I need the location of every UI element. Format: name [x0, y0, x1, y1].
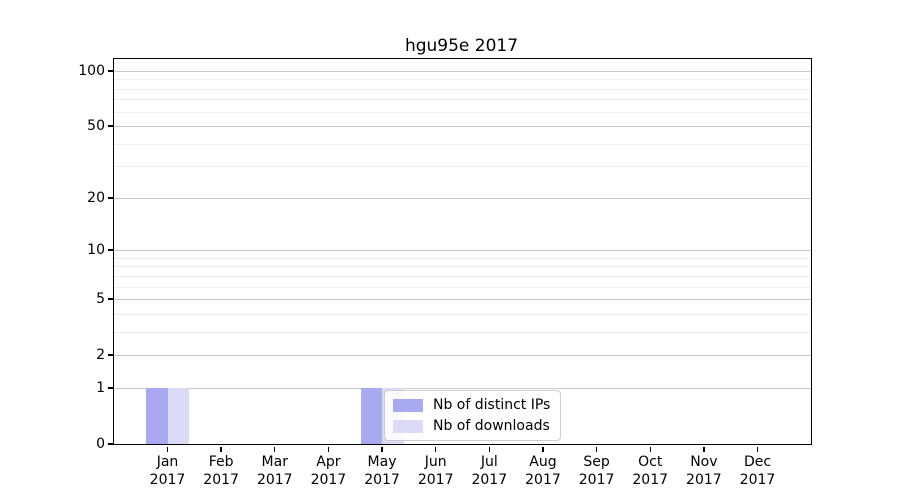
minor-gridline — [114, 331, 811, 333]
legend-swatch-distinct-ips — [393, 398, 423, 412]
x-axis-tick — [381, 447, 383, 452]
x-axis-tick — [220, 447, 222, 452]
minor-gridline — [114, 143, 811, 145]
x-axis-tick — [649, 447, 651, 452]
chart-title: hgu95e 2017 — [404, 36, 519, 56]
x-axis-tick-label: Sep 2017 — [578, 454, 615, 488]
x-axis-tick — [488, 447, 490, 452]
x-axis-tick-label: Mar 2017 — [256, 454, 293, 488]
y-axis-tick-label: 20 — [87, 189, 105, 206]
y-axis-tick-label: 1 — [96, 379, 105, 396]
x-axis-tick-label: Dec 2017 — [739, 454, 776, 488]
major-gridline — [114, 355, 811, 357]
x-axis-tick-label: Jun 2017 — [417, 454, 454, 488]
minor-gridline — [114, 286, 811, 288]
y-axis-tick — [108, 387, 113, 389]
x-axis-tick-label: Jan 2017 — [149, 454, 186, 488]
y-axis-tick-label: 5 — [96, 291, 105, 308]
major-gridline — [114, 299, 811, 301]
minor-gridline — [114, 257, 811, 259]
x-axis-tick — [542, 447, 544, 452]
major-gridline — [114, 70, 811, 72]
y-axis-tick-label: 0 — [96, 436, 105, 452]
x-axis-tick — [166, 447, 169, 452]
y-axis-tick-label: 2 — [96, 347, 105, 364]
plot-area: Nb of distinct IPs Nb of downloads 0 1 2 5 1… — [78, 58, 812, 488]
x-axis-tick — [756, 447, 759, 452]
bar-distinct-ips — [146, 387, 168, 444]
x-axis-tick-label: Aug 2017 — [525, 454, 561, 488]
minor-gridline — [114, 99, 811, 101]
major-gridline — [114, 387, 811, 389]
x-axis-tick-label: Jul 2017 — [471, 454, 508, 488]
bar-distinct-ips — [360, 387, 383, 444]
minor-gridline — [114, 111, 811, 113]
minor-gridline — [114, 313, 811, 315]
y-axis-tick-label: 100 — [78, 62, 105, 79]
x-axis-tick — [434, 447, 437, 452]
legend-item-distinct-ips: Nb of distinct IPs — [393, 397, 550, 413]
minor-gridline — [114, 166, 811, 168]
y-axis-tick-label: 50 — [87, 118, 105, 135]
legend-item-downloads: Nb of downloads — [393, 418, 550, 434]
x-axis-tick-label: Oct 2017 — [632, 454, 669, 488]
y-axis-tick — [108, 125, 113, 127]
x-axis-tick — [703, 447, 705, 452]
x-axis-tick — [327, 447, 330, 452]
legend-label-distinct-ips: Nb of distinct IPs — [433, 397, 551, 413]
minor-gridline — [114, 79, 811, 81]
legend: Nb of distinct IPs Nb of downloads — [384, 390, 562, 441]
x-axis-tick-label: Apr 2017 — [310, 454, 347, 488]
minor-gridline — [114, 266, 811, 268]
x-axis-tick — [274, 447, 276, 452]
y-axis-tick — [108, 70, 113, 72]
major-gridline — [114, 197, 811, 199]
y-axis-tick — [108, 354, 113, 356]
x-axis-tick-label: Feb 2017 — [203, 454, 239, 488]
y-axis-tick — [108, 249, 113, 251]
y-axis-tick — [108, 443, 113, 445]
legend-label-downloads: Nb of downloads — [433, 418, 550, 434]
major-gridline — [114, 126, 811, 128]
x-axis-tick-label: May 2017 — [364, 454, 400, 488]
y-axis-tick — [108, 197, 113, 199]
x-axis-tick-label: Nov 2017 — [686, 454, 722, 488]
y-axis-tick-label: 10 — [87, 242, 105, 259]
legend-swatch-downloads — [393, 419, 423, 433]
minor-gridline — [114, 275, 811, 277]
minor-gridline — [114, 88, 811, 90]
major-gridline — [114, 250, 811, 252]
x-axis-tick — [595, 447, 598, 452]
y-axis-tick — [108, 298, 113, 300]
bar-downloads — [167, 387, 189, 444]
